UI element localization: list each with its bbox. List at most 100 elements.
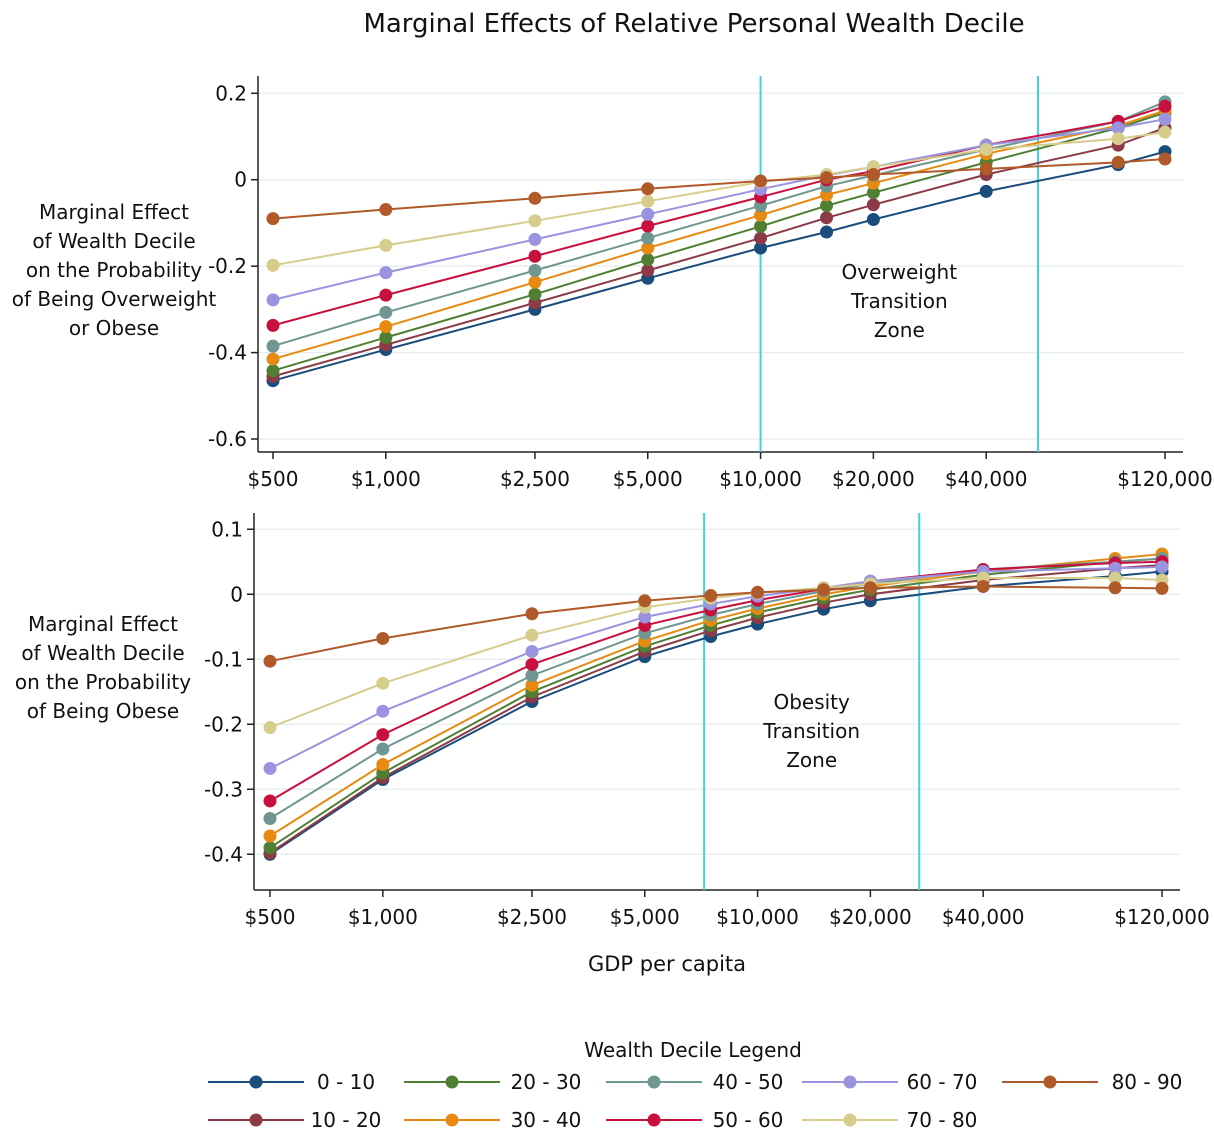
y-tick-label: -0.2 [204, 712, 243, 736]
series-60-70 [266, 112, 1172, 307]
data-point [866, 212, 880, 226]
y-axis-label: on the Probability [15, 670, 191, 694]
data-point [754, 219, 768, 233]
data-point [263, 721, 277, 734]
legend-item-10-20: 10 - 20 [208, 1108, 381, 1132]
data-point [528, 263, 542, 277]
data-point [976, 579, 990, 593]
data-point [379, 320, 393, 334]
legend: 0 - 10 20 - 30 40 - 50 60 - 70 80 - 90 10 - 2… [208, 1070, 1182, 1132]
data-point [1158, 112, 1172, 126]
data-point [641, 263, 655, 277]
data-point [525, 607, 539, 621]
data-point [1111, 132, 1125, 146]
y-axis-label: on the Probability [26, 258, 202, 282]
legend-label: 30 - 40 [511, 1108, 582, 1132]
series-line [272, 118, 1166, 301]
data-point [525, 644, 539, 658]
transition-zone-label: Transition [762, 719, 860, 743]
legend-item-30-40: 30 - 40 [404, 1108, 581, 1132]
data-point [266, 352, 280, 366]
data-point [1158, 99, 1172, 113]
data-point [641, 231, 655, 245]
data-point [863, 581, 877, 595]
data-point [641, 253, 655, 267]
data-point [528, 275, 542, 289]
data-point [1111, 121, 1125, 135]
data-point [1155, 560, 1169, 574]
y-tick-label: -0.2 [208, 254, 247, 278]
y-tick-label: -0.4 [204, 842, 243, 866]
data-point [379, 266, 393, 280]
data-point [528, 191, 542, 205]
chart-title: Marginal Effects of Relative Personal We… [363, 9, 1024, 39]
x-tick-label: $5,000 [610, 905, 680, 929]
series-40-50 [266, 95, 1172, 353]
y-axis-label: or Obese [69, 316, 159, 340]
transition-zone-label: Transition [850, 289, 948, 313]
data-point [1158, 125, 1172, 139]
data-point [376, 742, 390, 756]
series-80-90 [263, 579, 1169, 668]
x-axis-label: GDP per capita [588, 952, 746, 976]
legend-swatch-marker [445, 1113, 459, 1127]
x-tick-label: $2,500 [500, 467, 570, 491]
y-tick-label: 0 [234, 168, 247, 192]
legend-swatch-marker [1043, 1075, 1057, 1089]
data-point [379, 288, 393, 302]
series-line [272, 150, 1166, 382]
x-tick-label: $120,000 [1114, 905, 1209, 929]
legend-label: 40 - 50 [713, 1070, 784, 1094]
transition-zone-label: Obesity [773, 690, 850, 714]
data-point [376, 631, 390, 645]
series-line [272, 100, 1166, 348]
data-point [266, 293, 280, 307]
y-tick-label: -0.4 [208, 341, 247, 365]
data-point [641, 207, 655, 221]
x-tick-label: $120,000 [1117, 467, 1212, 491]
y-tick-label: -0.3 [204, 777, 243, 801]
data-point [528, 232, 542, 246]
legend-item-70-80: 70 - 80 [802, 1108, 977, 1132]
legend-item-40-50: 40 - 50 [606, 1070, 783, 1094]
legend-swatch-marker [445, 1075, 459, 1089]
legend-swatch-marker [843, 1113, 857, 1127]
x-tick-label: $2,500 [497, 905, 567, 929]
y-axis-label: Marginal Effect [39, 200, 189, 224]
data-point [754, 241, 768, 255]
series-10-20 [266, 121, 1172, 383]
legend-label: 60 - 70 [907, 1070, 978, 1094]
data-point [263, 761, 277, 775]
data-point [376, 704, 390, 718]
data-point [979, 162, 993, 176]
data-point [751, 585, 765, 599]
legend-swatch-marker [249, 1075, 263, 1089]
data-point [820, 199, 834, 213]
data-point [379, 203, 393, 217]
data-point [641, 194, 655, 208]
transition-zone-label: Zone [786, 748, 837, 772]
legend-swatch-marker [843, 1075, 857, 1089]
legend-swatch-marker [249, 1113, 263, 1127]
series-line [272, 158, 1166, 220]
x-tick-label: $20,000 [829, 905, 912, 929]
data-point [266, 212, 280, 226]
data-point [820, 171, 834, 185]
series-30-40 [266, 104, 1172, 366]
y-axis-label: of Wealth Decile [32, 229, 195, 253]
series-line [272, 131, 1166, 267]
data-point [266, 339, 280, 353]
legend-item-60-70: 60 - 70 [802, 1070, 977, 1094]
data-point [528, 249, 542, 263]
data-point [817, 583, 831, 597]
data-point [866, 198, 880, 212]
data-point [263, 654, 277, 668]
series-line [272, 109, 1166, 361]
legend-item-80-90: 80 - 90 [1002, 1070, 1182, 1094]
y-tick-label: -0.6 [208, 427, 247, 451]
legend-label: 70 - 80 [907, 1108, 978, 1132]
y-axis-label: of Being Obese [27, 699, 179, 723]
data-point [1108, 561, 1122, 575]
data-point [263, 794, 277, 808]
panel-obese: 0.1 0 -0.1 -0.2 -0.3 -0.4 $500 $1,000 $2,500 $5,0… [15, 513, 1210, 929]
